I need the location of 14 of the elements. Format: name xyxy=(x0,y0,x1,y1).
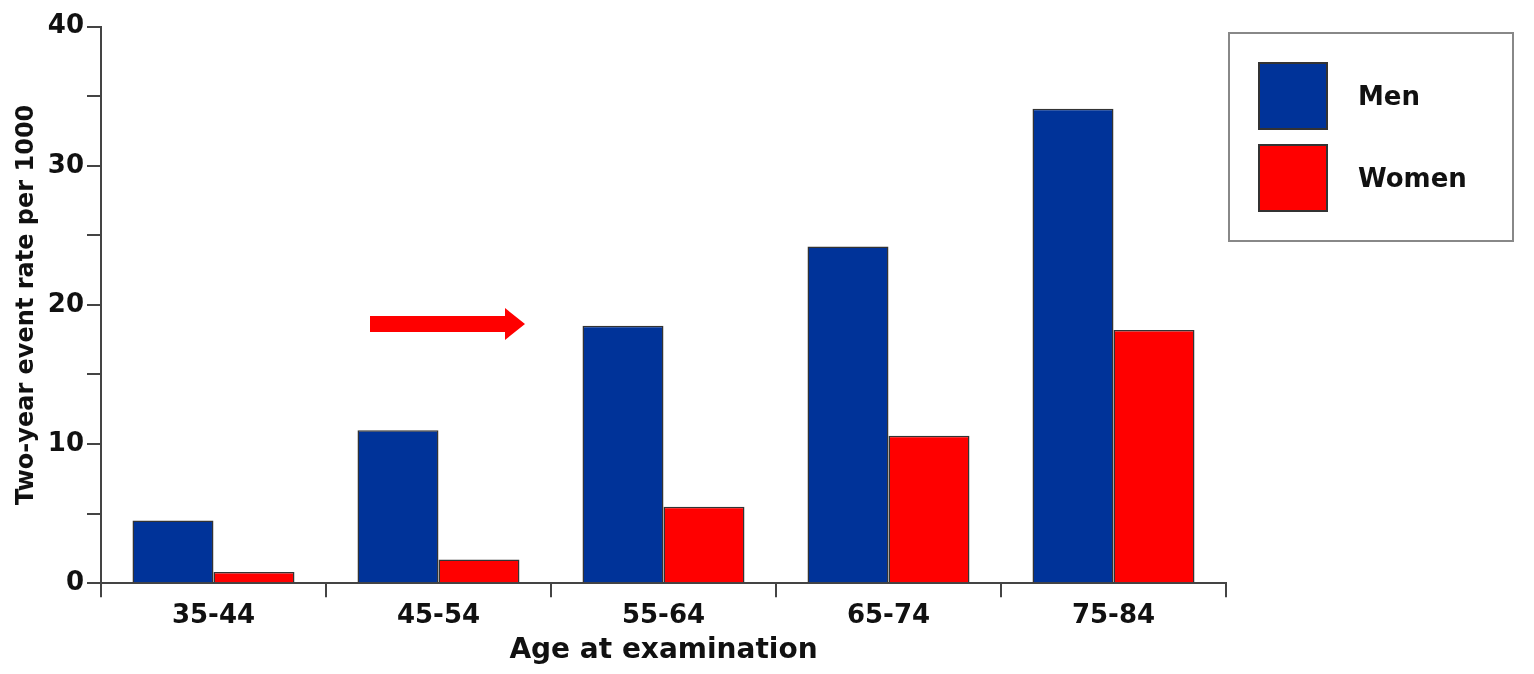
x-tick-label: 55-64 xyxy=(621,598,706,629)
text: Women xyxy=(1358,163,1467,193)
y-tick-label: 20 xyxy=(47,287,84,318)
y-axis-title: Two-year event rate per 1000 xyxy=(10,104,39,506)
y-tick-label: 40 xyxy=(47,9,84,40)
x-tick-label: 35-44 xyxy=(171,598,256,629)
x-tick-label: 45-54 xyxy=(396,598,481,629)
y-tick-label: 0 xyxy=(65,565,84,596)
x-axis-title: Age at examination xyxy=(509,632,818,666)
x-tick-label: 75-84 xyxy=(1071,598,1156,629)
text: Men xyxy=(1358,81,1421,111)
y-tick-label: 30 xyxy=(47,148,84,179)
x-tick-label: 65-74 xyxy=(846,598,931,629)
y-tick-label: 10 xyxy=(47,426,84,457)
